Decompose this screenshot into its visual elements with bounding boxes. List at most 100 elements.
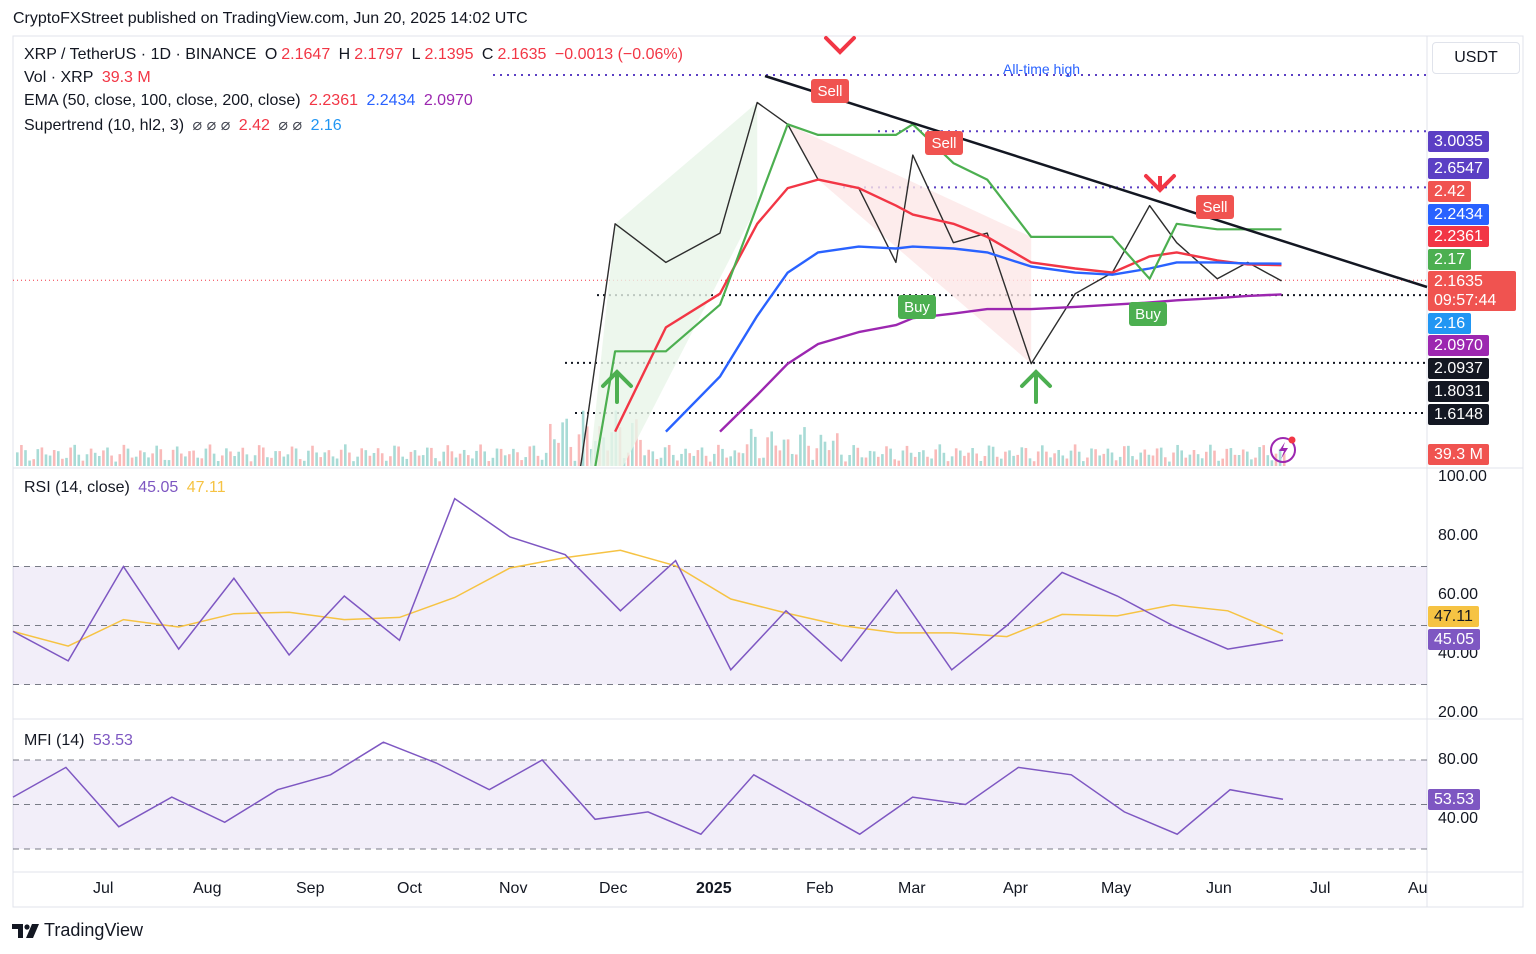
volume-bar <box>389 456 392 466</box>
volume-bar <box>868 450 872 466</box>
volume-bar <box>233 456 236 466</box>
volume-bar <box>782 439 786 466</box>
currency-button[interactable]: USDT <box>1432 42 1520 74</box>
volume-bar <box>61 458 64 466</box>
volume-bar <box>737 452 741 466</box>
volume-bar <box>1118 456 1122 466</box>
ema-200-line <box>719 293 1282 433</box>
volume-bar <box>24 450 27 466</box>
volume-bar <box>626 452 630 466</box>
volume-bar <box>1131 456 1134 466</box>
volume-bar <box>1036 451 1040 466</box>
volume-bar <box>85 454 89 466</box>
volume-bar <box>864 457 868 466</box>
close-value: 2.1635 <box>497 46 547 63</box>
volume-bar <box>93 452 97 466</box>
tradingview-icon <box>12 923 39 938</box>
volume-bar <box>717 444 720 466</box>
volume-bar <box>1012 455 1015 466</box>
volume-bar <box>877 456 880 466</box>
volume-bar <box>417 455 421 466</box>
volume-bar <box>1209 444 1212 466</box>
volume-bar <box>663 447 667 466</box>
volume-bar <box>1229 448 1233 466</box>
volume-bar <box>303 460 306 466</box>
price-tag-1-8031: 1.8031 <box>1428 381 1489 402</box>
volume-bar <box>368 455 372 466</box>
tradingview-logo[interactable]: TradingView <box>12 920 143 941</box>
volume-bar <box>380 453 384 466</box>
volume-bar <box>442 451 445 466</box>
volume-bar <box>73 444 76 466</box>
volume-bar <box>1032 461 1036 466</box>
rsi-legend: RSI (14, close) 45.05 47.11 <box>24 479 230 497</box>
rsi-line <box>12 497 1284 672</box>
volume-bar <box>69 447 72 466</box>
x-label-may: May <box>1101 880 1132 897</box>
volume-bar <box>881 454 884 466</box>
volume-bar <box>118 454 122 466</box>
volume-bar <box>528 446 532 466</box>
volume-bar <box>1073 444 1077 466</box>
volume-bar <box>1008 450 1011 466</box>
volume-bar <box>397 446 400 466</box>
volume-bar <box>237 451 240 466</box>
volume-bar <box>1155 448 1159 466</box>
volume-bar <box>171 449 175 466</box>
volume-bar <box>983 455 987 466</box>
volume-bar <box>995 456 999 466</box>
volume-bar <box>1258 447 1261 466</box>
volume-bar <box>852 445 855 466</box>
volume-label: Vol · XRP <box>24 69 94 86</box>
buy-signal-2-text: Buy <box>1135 306 1161 323</box>
sell-signal-1-box <box>811 79 849 103</box>
volume-bar <box>1266 455 1270 466</box>
x-label-jun: Jun <box>1206 880 1232 897</box>
volume-bar <box>339 449 343 466</box>
volume-bar <box>1184 457 1188 466</box>
volume-bar <box>1188 454 1192 466</box>
volume-bar <box>774 445 778 466</box>
volume-bar <box>409 451 413 466</box>
volume-bar <box>959 450 962 466</box>
volume-bar <box>450 451 454 466</box>
volume-bar <box>569 446 573 466</box>
volume-bar <box>987 445 991 466</box>
volume-bar <box>282 456 286 466</box>
volume-bar <box>204 448 208 466</box>
supertrend-empty-2: ⌀ ⌀ <box>278 117 303 134</box>
volume-bar <box>934 449 937 466</box>
volume-bar <box>1135 459 1138 466</box>
volume-bar <box>130 457 134 466</box>
price-tag-supertrend-red: 2.42 <box>1428 181 1472 202</box>
ema-200-value: 2.0970 <box>423 92 473 109</box>
volume-bar <box>348 452 351 466</box>
volume-bar <box>487 461 491 466</box>
volume-bar <box>134 456 138 466</box>
publisher-header: CryptoFXStreet published on TradingView.… <box>13 10 528 27</box>
volume-bar <box>52 450 56 466</box>
volume-bar <box>1094 449 1097 466</box>
mfi-axis-40: 40.00 <box>1438 810 1479 827</box>
supertrend-empty: ⌀ ⌀ ⌀ <box>192 117 231 134</box>
volume-bar <box>700 447 704 466</box>
lightning-icon <box>1270 436 1296 463</box>
volume-bar <box>860 457 864 466</box>
price-tag-last-price: 2.1635 <box>1428 271 1516 292</box>
volume-bar <box>536 455 540 466</box>
volume-bar <box>938 444 942 466</box>
volume-bar <box>897 460 901 466</box>
volume-bar <box>467 455 470 466</box>
volume-bar <box>1159 447 1163 466</box>
volume-bar <box>274 451 277 466</box>
volume-bar <box>819 434 823 466</box>
sell-arrow-top <box>824 36 856 55</box>
volume-bar <box>1123 446 1126 466</box>
lightning-icon-circle <box>1270 437 1296 463</box>
volume-bar <box>1225 448 1229 466</box>
volume-bar <box>549 423 552 466</box>
volume-bar <box>344 444 347 466</box>
supertrend-green-value: 2.16 <box>310 117 342 134</box>
volume-bar <box>688 453 691 466</box>
